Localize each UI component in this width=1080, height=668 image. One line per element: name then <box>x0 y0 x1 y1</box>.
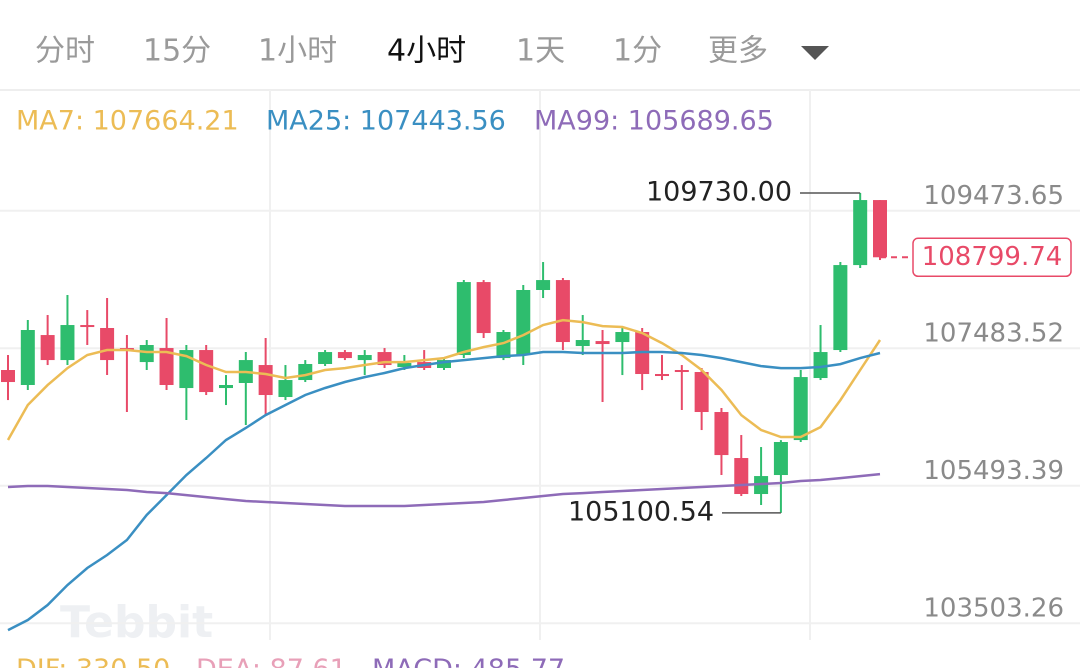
ma-line <box>7 472 881 508</box>
candle-body <box>873 200 887 258</box>
candle-body <box>793 377 808 441</box>
candle-body <box>674 370 689 373</box>
indicator-label: MACD: 485.77 <box>372 654 565 668</box>
ma-line <box>7 350 881 632</box>
candle-body <box>337 352 352 359</box>
candle-body <box>694 372 709 413</box>
candle-body <box>536 280 551 291</box>
candle-body <box>1 370 15 383</box>
candle-body <box>496 332 511 359</box>
tab[interactable]: 15分 <box>143 34 211 69</box>
candle-body <box>199 350 214 393</box>
min-label: 105100.54 <box>568 496 714 527</box>
last-price-box <box>912 237 1072 278</box>
candle-body <box>258 365 273 396</box>
candle-body <box>219 385 233 389</box>
candle-body <box>595 341 610 345</box>
candle-body <box>655 374 669 377</box>
last-price-label: 108799.74 <box>922 242 1063 272</box>
candle-body <box>734 458 749 495</box>
tab[interactable]: 1分 <box>613 34 662 69</box>
legend-entry: MA7: 107664.21 <box>16 106 239 137</box>
tab[interactable]: 4小时 <box>387 34 466 69</box>
tab[interactable]: 1小时 <box>258 34 337 69</box>
candle-body <box>516 290 531 356</box>
candle-body <box>813 352 828 379</box>
candle-body <box>833 265 848 351</box>
y-tick-label: 107483.52 <box>923 319 1064 349</box>
ma-line <box>6 318 882 441</box>
candle-body <box>773 441 788 476</box>
candle-body <box>357 355 372 361</box>
legend-entry: MA99: 105689.65 <box>534 106 774 137</box>
indicator-label: DEA: 87.61 <box>196 654 347 668</box>
y-tick-label: 103503.26 <box>923 594 1064 624</box>
candle-body <box>60 325 75 361</box>
candle-body <box>20 330 35 386</box>
candle-body <box>714 412 729 456</box>
candle-body <box>100 328 115 361</box>
candle-body <box>179 350 194 389</box>
legend-entry: MA25: 107443.56 <box>266 106 506 137</box>
y-tick-label: 105493.39 <box>923 456 1064 486</box>
candle-body <box>476 282 491 334</box>
candle-body <box>437 360 451 369</box>
candle-body <box>298 363 313 381</box>
tab[interactable]: 分时 <box>35 34 95 69</box>
max-label: 109730.00 <box>646 177 792 208</box>
y-tick-label: 109473.65 <box>923 181 1064 211</box>
candle-body <box>397 363 412 368</box>
dropdown-arrow[interactable] <box>801 46 829 60</box>
candle-body <box>555 280 570 343</box>
tab[interactable]: 1天 <box>516 34 565 69</box>
candle-body <box>278 380 293 398</box>
tab[interactable]: 更多 <box>708 34 768 69</box>
candle-body <box>615 332 630 343</box>
candle-body <box>159 348 174 386</box>
candle-body <box>456 282 471 356</box>
candle-body <box>318 352 333 364</box>
candle-body <box>80 325 95 328</box>
indicator-label: DIF: 330.50 <box>16 654 170 668</box>
candle-body <box>40 335 55 361</box>
candle-body <box>139 344 154 363</box>
candle-body <box>575 340 590 347</box>
candle-body <box>853 200 868 266</box>
